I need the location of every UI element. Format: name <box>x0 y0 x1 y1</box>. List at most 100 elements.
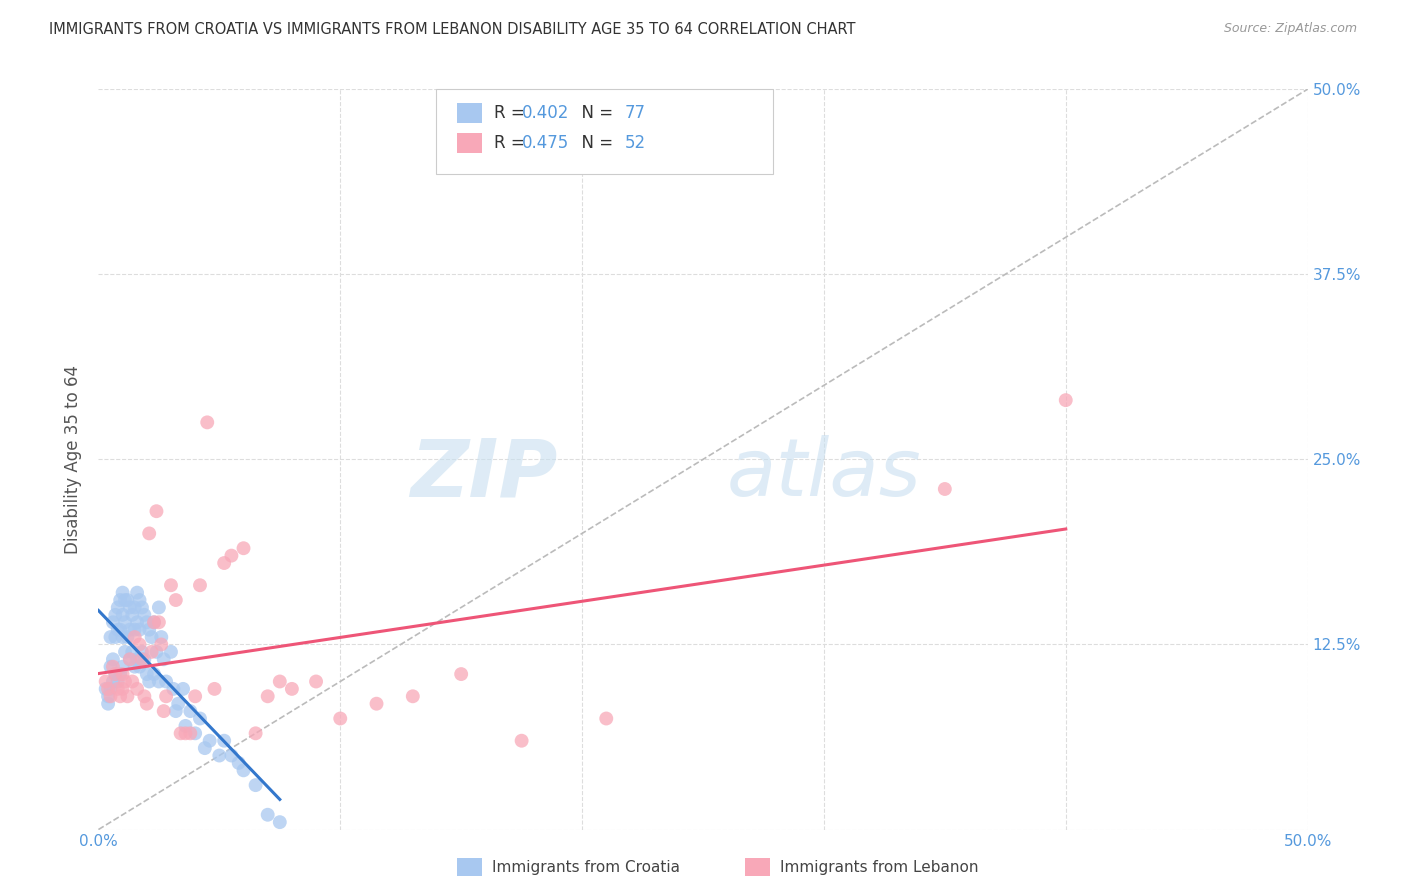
Point <box>127 652 149 666</box>
Text: Source: ZipAtlas.com: Source: ZipAtlas.com <box>1223 22 1357 36</box>
Text: Immigrants from Lebanon: Immigrants from Lebanon <box>780 860 979 874</box>
Text: 77: 77 <box>624 104 645 122</box>
Point <box>124 659 146 673</box>
Point <box>107 623 129 637</box>
Point <box>118 652 141 666</box>
Point <box>198 733 221 747</box>
Point <box>184 726 207 740</box>
Point <box>148 600 170 615</box>
Point <box>124 630 146 644</box>
Point <box>204 681 226 696</box>
Point <box>145 645 167 659</box>
Point <box>124 623 146 637</box>
Point <box>128 593 150 607</box>
Text: R =: R = <box>494 104 530 122</box>
Point <box>160 578 183 592</box>
Text: ZIP: ZIP <box>411 435 558 513</box>
Point <box>134 690 156 704</box>
Point <box>100 690 122 704</box>
Point <box>127 585 149 599</box>
Point <box>194 741 217 756</box>
Point <box>131 652 153 666</box>
Point <box>94 681 117 696</box>
Point <box>118 652 141 666</box>
Point <box>108 690 131 704</box>
Point <box>169 726 191 740</box>
Point <box>138 526 160 541</box>
Point <box>114 615 136 630</box>
Point <box>131 645 153 659</box>
Text: IMMIGRANTS FROM CROATIA VS IMMIGRANTS FROM LEBANON DISABILITY AGE 35 TO 64 CORRE: IMMIGRANTS FROM CROATIA VS IMMIGRANTS FR… <box>49 22 856 37</box>
Point <box>366 697 388 711</box>
Point <box>104 607 127 622</box>
Point <box>100 659 122 673</box>
Point <box>245 778 267 792</box>
Point <box>114 593 136 607</box>
Point <box>152 652 174 666</box>
Point <box>143 667 166 681</box>
Point <box>108 667 131 681</box>
Point <box>100 681 122 696</box>
Point <box>104 630 127 644</box>
Point <box>184 690 207 704</box>
Point <box>131 600 153 615</box>
Point <box>114 674 136 689</box>
Point <box>134 652 156 666</box>
Point <box>121 607 143 622</box>
Point <box>124 600 146 615</box>
Point <box>111 659 134 673</box>
Point <box>104 667 127 681</box>
Point <box>127 615 149 630</box>
Point <box>134 607 156 622</box>
Point <box>934 482 956 496</box>
Point <box>135 667 157 681</box>
Point <box>108 623 131 637</box>
Text: N =: N = <box>571 104 619 122</box>
Point <box>150 630 173 644</box>
Point <box>117 593 139 607</box>
Point <box>135 697 157 711</box>
Point <box>510 733 533 747</box>
Text: N =: N = <box>571 134 619 152</box>
Point <box>160 645 183 659</box>
Point <box>97 697 120 711</box>
Point <box>165 593 187 607</box>
Text: 0.475: 0.475 <box>522 134 569 152</box>
Point <box>232 764 254 778</box>
Point <box>172 681 194 696</box>
Point <box>174 719 197 733</box>
Point <box>138 674 160 689</box>
Point <box>117 630 139 644</box>
Point <box>152 704 174 718</box>
Point <box>167 697 190 711</box>
Point <box>329 712 352 726</box>
Point <box>121 674 143 689</box>
Point <box>148 674 170 689</box>
Point <box>450 667 472 681</box>
Point <box>141 645 163 659</box>
Text: Immigrants from Croatia: Immigrants from Croatia <box>492 860 681 874</box>
Point <box>256 690 278 704</box>
Point <box>111 681 134 696</box>
Point <box>111 630 134 644</box>
Point <box>108 593 131 607</box>
Point <box>111 667 134 681</box>
Text: 52: 52 <box>624 134 645 152</box>
Point <box>143 615 166 630</box>
Point <box>97 690 120 704</box>
Point <box>135 615 157 630</box>
Point <box>212 556 235 570</box>
Point <box>118 623 141 637</box>
Point <box>221 549 243 563</box>
Point <box>97 681 120 696</box>
Point <box>100 630 122 644</box>
Point <box>188 578 211 592</box>
Point <box>128 623 150 637</box>
Point <box>305 674 328 689</box>
Point <box>179 704 201 718</box>
Point <box>111 585 134 599</box>
Point <box>195 415 218 429</box>
Point <box>114 645 136 659</box>
Point <box>179 726 201 740</box>
Point <box>94 674 117 689</box>
